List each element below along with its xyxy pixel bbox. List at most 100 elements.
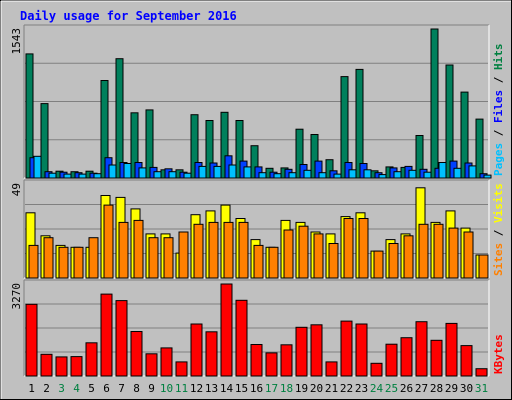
bar-pages-day-25	[393, 171, 402, 179]
bar-sites-day-23	[358, 218, 369, 279]
bar-sites-day-27	[418, 223, 429, 279]
bar-sites-day-16	[253, 244, 264, 279]
bar-pages-day-11	[183, 172, 192, 179]
bar-kbytes-day-25	[385, 343, 398, 377]
bar-sites-day-31	[478, 254, 489, 279]
bar-pages-day-31	[483, 174, 492, 179]
bar-pages-day-30	[468, 165, 477, 179]
bar-sites-day-7	[118, 221, 129, 279]
legend-visits: Visits	[492, 183, 505, 223]
bar-hits-day-28	[430, 28, 439, 179]
panel-kbytes: 3270 KBytes	[10, 279, 505, 377]
bar-pages-day-2	[48, 172, 57, 179]
bar-sites-day-17	[268, 246, 279, 279]
bar-pages-day-18	[288, 172, 297, 179]
bar-kbytes-day-21	[325, 361, 338, 377]
bar-sites-day-11	[178, 231, 189, 279]
x-tick-label: 24	[370, 382, 384, 395]
legend-sites: Sites	[492, 243, 505, 276]
bar-pages-day-28	[438, 162, 447, 179]
bar-sites-day-26	[403, 235, 414, 279]
bar-sites-day-5	[88, 237, 99, 279]
bar-pages-day-29	[453, 167, 462, 179]
bar-kbytes-day-28	[430, 339, 443, 377]
bar-kbytes-day-16	[250, 344, 263, 377]
panel-hits: 1543 Pages / Files / Hits	[10, 24, 505, 179]
bar-pages-day-15	[243, 166, 252, 179]
x-tick-label: 27	[415, 382, 428, 395]
bar-kbytes-day-14	[220, 283, 233, 377]
x-tick-label: 30	[460, 382, 473, 395]
bar-pages-day-20	[318, 172, 327, 179]
bar-kbytes-day-13	[205, 331, 218, 377]
bar-hits-day-23	[355, 68, 364, 179]
x-tick-label: 7	[118, 382, 125, 395]
x-tick-label: 21	[325, 382, 338, 395]
bar-pages-day-5	[93, 173, 102, 179]
bar-kbytes-day-23	[355, 323, 368, 377]
bar-sites-day-15	[238, 221, 249, 279]
bar-pages-day-21	[333, 173, 342, 179]
bar-sites-day-29	[448, 227, 459, 279]
bar-sites-day-3	[58, 246, 69, 279]
bar-kbytes-day-18	[280, 344, 293, 377]
x-tick-label: 22	[340, 382, 353, 395]
x-tick-label: 20	[310, 382, 323, 395]
bar-pages-day-6	[108, 164, 117, 179]
bar-kbytes-day-2	[40, 353, 53, 377]
bar-kbytes-day-4	[70, 356, 83, 377]
bar-kbytes-day-17	[265, 352, 278, 377]
bar-kbytes-day-20	[310, 324, 323, 377]
x-tick-label: 16	[250, 382, 263, 395]
bar-pages-day-3	[63, 173, 72, 179]
bar-pages-day-24	[378, 174, 387, 179]
bar-pages-day-19	[303, 169, 312, 179]
bar-sites-day-13	[208, 221, 219, 279]
bar-pages-day-4	[78, 173, 87, 179]
bar-kbytes-day-31	[475, 368, 488, 377]
x-tick-label: 19	[295, 382, 308, 395]
bar-kbytes-day-29	[445, 322, 458, 377]
legend-files: Files	[492, 90, 505, 123]
x-tick-label: 15	[235, 382, 248, 395]
bar-pages-day-16	[258, 172, 267, 179]
axis-legend-hits: Pages / Files / Hits	[492, 44, 505, 177]
x-tick-label: 1	[28, 382, 35, 395]
x-tick-label: 17	[265, 382, 278, 395]
bar-sites-day-2	[43, 237, 54, 279]
panel-visits: 49 Sites / Visits	[10, 179, 505, 279]
bar-pages-day-10	[168, 171, 177, 179]
bar-kbytes-day-19	[295, 326, 308, 377]
x-tick-label: 26	[400, 382, 413, 395]
bar-kbytes-day-12	[190, 323, 203, 377]
x-tick-label: 25	[385, 382, 398, 395]
bar-kbytes-day-30	[460, 345, 473, 377]
bar-kbytes-day-9	[145, 353, 158, 377]
legend-hits: Hits	[492, 44, 505, 71]
x-tick-label: 3	[58, 382, 65, 395]
axis-legend-kbytes: KBytes	[492, 334, 505, 374]
bar-hits-day-2	[40, 103, 49, 179]
bar-pages-day-9	[153, 171, 162, 179]
bar-kbytes-day-1	[25, 303, 38, 377]
x-tick-label: 12	[190, 382, 203, 395]
y-max-label: 49	[10, 183, 23, 196]
bar-sites-day-10	[163, 237, 174, 279]
bar-pages-day-27	[423, 171, 432, 179]
bar-sites-day-14	[223, 221, 234, 279]
bar-sites-day-12	[193, 223, 204, 279]
x-tick-label: 29	[445, 382, 458, 395]
bar-sites-day-6	[103, 204, 114, 279]
bar-kbytes-day-15	[235, 299, 248, 377]
x-tick-label: 31	[475, 382, 488, 395]
bar-pages-day-8	[138, 167, 147, 179]
x-tick-label: 8	[133, 382, 140, 395]
bar-hits-day-7	[115, 58, 124, 179]
bar-pages-day-13	[213, 165, 222, 179]
bar-pages-day-23	[363, 169, 372, 179]
bar-kbytes-day-8	[130, 331, 143, 377]
legend-pages: Pages	[492, 143, 505, 176]
x-tick-label: 28	[430, 382, 443, 395]
x-tick-label: 5	[88, 382, 95, 395]
